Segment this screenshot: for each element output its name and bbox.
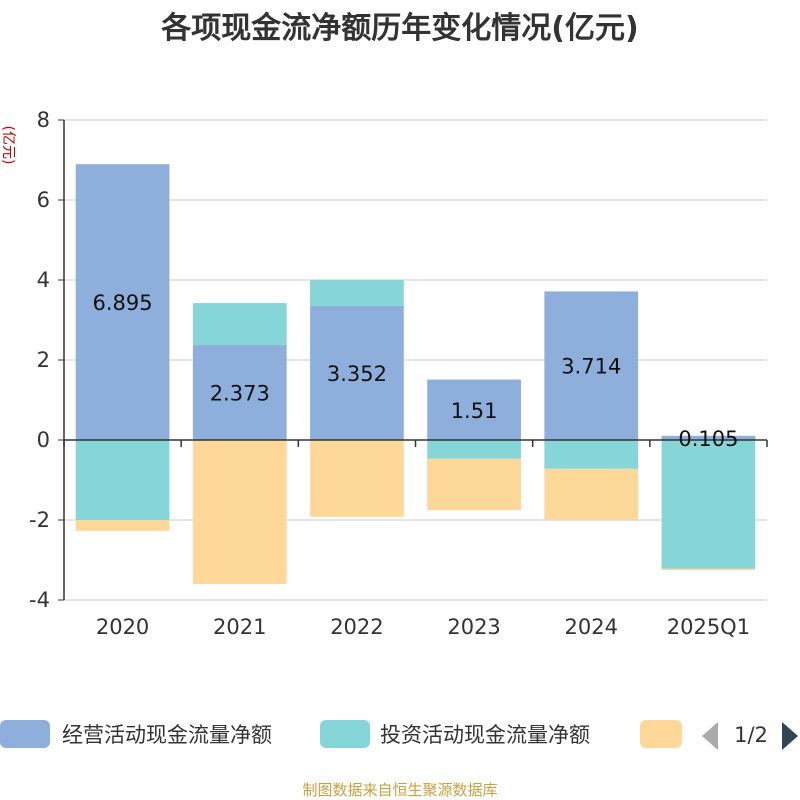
bar-value-label: 0.105 (678, 427, 738, 451)
bar-value-label: 2.373 (210, 382, 270, 406)
legend-swatch-2[interactable] (320, 720, 370, 748)
bar-segment-3 (310, 440, 404, 517)
x-tick-label: 2020 (96, 615, 149, 639)
legend-label-2[interactable]: 投资活动现金流量净额 (380, 723, 590, 747)
y-tick-label: -4 (29, 588, 50, 612)
bar-segment-2 (661, 440, 756, 569)
bar-segment-1 (310, 305, 404, 440)
bar-segment-1 (192, 345, 287, 440)
x-tick-label: 2025Q1 (667, 615, 750, 639)
x-tick-label: 2022 (330, 615, 383, 639)
y-tick-label: 0 (37, 428, 50, 452)
bar-value-label: 3.352 (327, 362, 387, 386)
bar-segment-2 (544, 440, 639, 469)
x-tick-label: 2021 (213, 615, 266, 639)
x-tick-label: 2023 (447, 615, 500, 639)
bar-segment-1 (544, 291, 639, 440)
bars (75, 164, 756, 584)
bar-value-label: 6.895 (93, 291, 153, 315)
bar-value-label: 3.714 (561, 355, 621, 379)
legend-swatch-1[interactable] (0, 720, 50, 748)
bar-value-label: 1.51 (451, 399, 498, 423)
bar-segment-3 (75, 520, 170, 531)
legend-page-indicator: 1/2 (734, 723, 768, 747)
bar-segment-3 (192, 440, 287, 584)
bar-segment-2 (75, 440, 170, 520)
y-tick-label: 6 (37, 188, 50, 212)
bar-segment-3 (661, 568, 756, 570)
legend-swatch-3[interactable] (640, 720, 682, 748)
source-note: 制图数据来自恒生聚源数据库 (302, 781, 497, 799)
legend-label-1[interactable]: 经营活动现金流量净额 (62, 723, 272, 747)
x-tick-label: 2024 (565, 615, 618, 639)
y-tick-label: 8 (37, 108, 50, 132)
bar-segment-1 (427, 379, 521, 440)
legend-next-icon[interactable] (782, 722, 798, 750)
grid-lines (64, 119, 767, 601)
legend-prev-icon[interactable] (702, 722, 718, 750)
y-tick-label: 2 (37, 348, 50, 372)
bar-segment-3 (427, 458, 521, 510)
y-tick-label: -2 (29, 508, 50, 532)
bar-segment-2 (427, 440, 521, 459)
bar-segment-1 (661, 435, 756, 440)
y-axis-unit: (亿元) (0, 126, 16, 165)
bar-segment-2 (310, 279, 404, 306)
bar-segment-2 (192, 303, 287, 346)
bar-segment-1 (75, 164, 170, 440)
axes: -4 -2 0 2 4 6 8 2020 2021 2022 2023 2024 2025Q1 (29, 108, 768, 639)
legend: 经营活动现金流量净额 投资活动现金流量净额 1/2 (0, 720, 798, 750)
bar-segment-3 (544, 468, 639, 520)
y-tick-label: 4 (37, 268, 50, 292)
data-labels: 6.895 2.373 3.352 1.51 3.714 0.105 (93, 291, 739, 451)
chart-title: 各项现金流净额历年变化情况(亿元) (160, 11, 638, 46)
